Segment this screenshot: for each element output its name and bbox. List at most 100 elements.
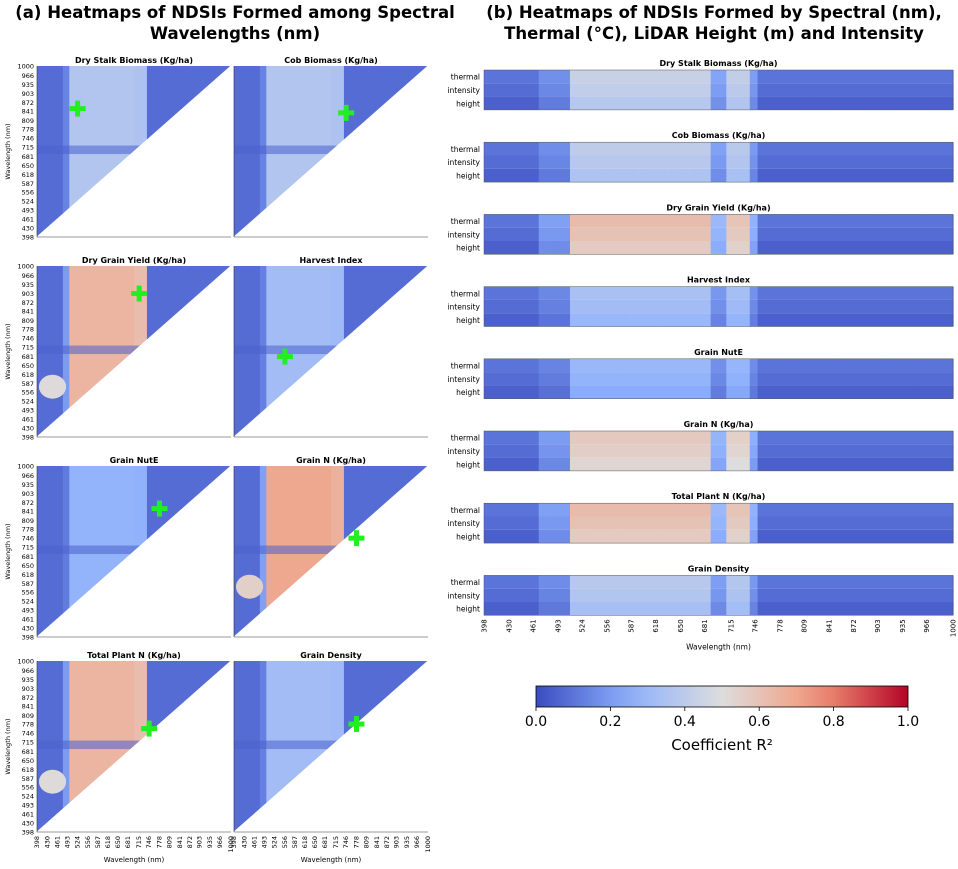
heat-cell bbox=[874, 299, 884, 314]
x-tick-label: 841 bbox=[373, 836, 381, 848]
heat-cell bbox=[781, 241, 790, 255]
heat-cell bbox=[851, 155, 860, 169]
heat-cell bbox=[687, 358, 696, 373]
heat-cell bbox=[781, 385, 790, 399]
heat-cell bbox=[640, 70, 649, 84]
heat-cell bbox=[921, 241, 931, 255]
heat-cell bbox=[632, 588, 641, 602]
heat-cell bbox=[781, 602, 790, 616]
y-tick-label: 556 bbox=[22, 589, 34, 597]
heat-cell bbox=[153, 266, 161, 437]
heat-cell bbox=[749, 214, 759, 228]
heat-cell bbox=[415, 466, 423, 637]
heat-cell bbox=[788, 588, 798, 602]
heat-cell bbox=[507, 286, 516, 300]
y-tick-label: 587 bbox=[22, 775, 34, 783]
y-tick-label: 398 bbox=[22, 434, 34, 442]
heat-cell bbox=[538, 83, 548, 97]
heat-cell bbox=[788, 299, 798, 314]
heat-cell bbox=[655, 457, 665, 471]
y-tick-label: 556 bbox=[22, 389, 34, 397]
heat-cell bbox=[624, 503, 634, 517]
y-tick-label: 681 bbox=[22, 748, 34, 756]
heat-cell bbox=[687, 602, 696, 616]
heat-cell bbox=[632, 575, 641, 589]
heat-cell bbox=[874, 155, 884, 169]
heat-cell bbox=[867, 142, 876, 156]
heat-cell bbox=[812, 168, 821, 183]
heat-cell bbox=[741, 431, 751, 445]
heat-cell bbox=[765, 444, 774, 458]
heat-cell bbox=[515, 444, 524, 458]
heat-cell bbox=[757, 168, 766, 183]
heat-cell bbox=[726, 83, 735, 97]
y-tick-label: 935 bbox=[22, 481, 34, 489]
heat-cell bbox=[593, 457, 602, 471]
y-tick-label: 715 bbox=[22, 543, 34, 551]
heat-cell bbox=[898, 83, 907, 97]
heat-cell bbox=[921, 313, 931, 327]
heat-cell bbox=[507, 602, 516, 616]
heat-cell bbox=[530, 313, 540, 327]
heat-cell bbox=[781, 372, 790, 386]
heat-cell bbox=[913, 575, 923, 589]
heat-cell bbox=[538, 575, 548, 589]
heat-cell bbox=[929, 529, 938, 544]
heat-cell bbox=[702, 299, 712, 314]
heat-cell bbox=[820, 431, 829, 445]
heat-cell bbox=[804, 444, 813, 458]
heat-cell bbox=[538, 516, 548, 530]
heat-cell bbox=[695, 286, 704, 300]
heat-cell bbox=[796, 227, 806, 241]
heat-cell bbox=[507, 241, 516, 255]
heat-cell bbox=[356, 66, 364, 237]
heat-cell bbox=[906, 358, 915, 373]
heat-cell bbox=[648, 385, 657, 399]
heat-cell bbox=[921, 168, 931, 183]
heat-cell bbox=[337, 66, 345, 237]
heat-cell bbox=[812, 358, 821, 373]
y-tick-label: 872 bbox=[22, 694, 34, 702]
heat-cell bbox=[569, 529, 579, 544]
heat-cell bbox=[812, 214, 821, 228]
heat-cell bbox=[663, 83, 673, 97]
heat-cell bbox=[515, 286, 524, 300]
heat-cell bbox=[749, 516, 759, 530]
heat-cell bbox=[820, 96, 829, 110]
heat-cell bbox=[812, 142, 821, 156]
heat-cell bbox=[867, 299, 876, 314]
y-tick-label: 872 bbox=[22, 299, 34, 307]
heat-cell bbox=[929, 516, 938, 530]
heat-cell bbox=[192, 266, 200, 437]
heat-cell bbox=[827, 444, 837, 458]
heat-cell bbox=[369, 661, 377, 832]
heat-cell bbox=[663, 516, 673, 530]
heat-cell bbox=[648, 529, 657, 544]
heat-cell bbox=[523, 385, 532, 399]
panel-b-title: Harvest Index bbox=[687, 276, 751, 285]
heat-cell bbox=[530, 286, 540, 300]
heat-cell bbox=[569, 70, 579, 84]
heat-cell bbox=[781, 155, 790, 169]
heat-cell bbox=[749, 286, 759, 300]
heat-cell bbox=[851, 588, 860, 602]
heat-cell bbox=[843, 313, 852, 327]
heat-cell bbox=[945, 516, 954, 530]
heat-cell bbox=[874, 70, 884, 84]
heat-cell bbox=[577, 431, 587, 445]
heat-cell bbox=[765, 142, 774, 156]
x-tick-label: 524 bbox=[271, 836, 279, 848]
heat-cell bbox=[507, 358, 516, 373]
section-a-title-line1: (a) Heatmaps of NDSIs Formed among Spect… bbox=[15, 3, 455, 22]
panel-b-7: Total Plant N (Kg/ha)thermalintensityhei… bbox=[447, 492, 954, 544]
heat-cell bbox=[812, 602, 821, 616]
heat-cell bbox=[890, 83, 899, 97]
heat-cell bbox=[640, 431, 649, 445]
heat-cell bbox=[172, 661, 180, 832]
heat-cell bbox=[929, 83, 938, 97]
heat-cell bbox=[835, 214, 845, 228]
heat-cell bbox=[601, 503, 610, 517]
heat-cell bbox=[859, 227, 868, 241]
heat-cell bbox=[538, 444, 548, 458]
